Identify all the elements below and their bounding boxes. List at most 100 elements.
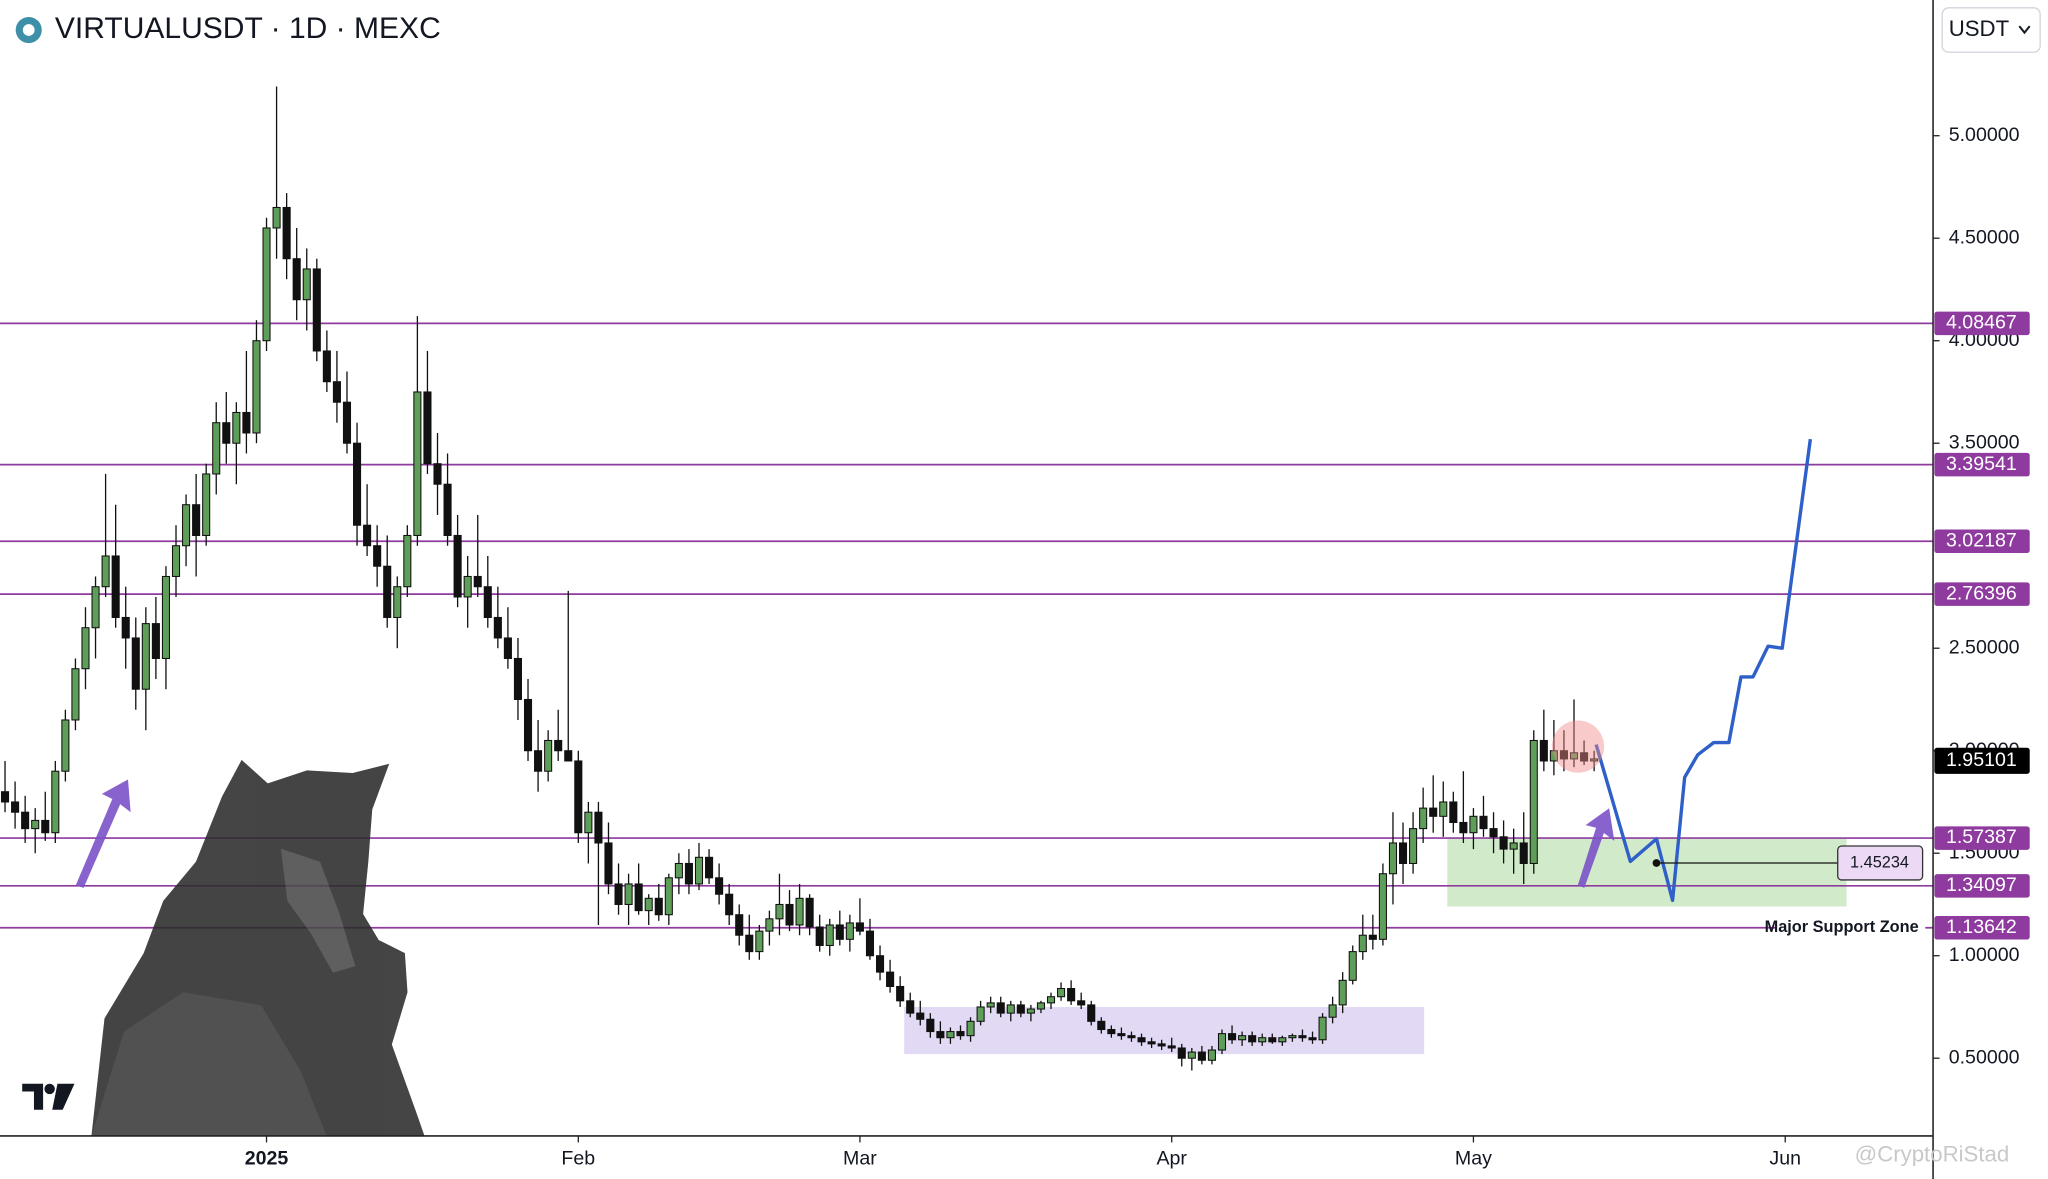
candle-body (1157, 1043, 1166, 1047)
candle-body (403, 534, 412, 588)
candle-body (393, 586, 402, 618)
candle-body (1580, 752, 1589, 762)
symbol-icon-inner (22, 24, 35, 36)
candle-body (674, 862, 683, 879)
candle-body (1590, 758, 1599, 762)
level-label: 4.08467 (1946, 312, 2017, 334)
candle-body (1439, 801, 1448, 817)
candle-body (131, 637, 140, 690)
candle-body (1238, 1035, 1247, 1041)
candle-body (896, 985, 905, 1002)
candle-body (222, 422, 231, 444)
candle-body (272, 206, 281, 229)
dropdown-chevron[interactable] (2018, 25, 2031, 35)
candle-body (282, 206, 291, 260)
candle-body (1398, 842, 1408, 864)
candle-body (916, 1012, 925, 1020)
arrow (1577, 808, 1615, 888)
y-tick-label: 1.00000 (1949, 944, 2020, 966)
candle-body (956, 1031, 965, 1037)
candle-body (1036, 1002, 1045, 1010)
candle-body (845, 922, 854, 940)
candle-body (765, 918, 774, 932)
dropdown-label[interactable]: USDT (1949, 16, 2010, 41)
y-tick-label: 0.50000 (1949, 1046, 2020, 1068)
candle-body (815, 926, 824, 946)
main-layer: Major Support Zone 1.45234 (0, 86, 1926, 1071)
candle-body (604, 842, 613, 885)
candle-body (1107, 1028, 1116, 1035)
candle-body (41, 819, 50, 834)
candle-body (1248, 1035, 1257, 1043)
y-tick-label: 3.50000 (1949, 431, 2020, 453)
wolf-snout (280, 848, 356, 973)
candle-body (292, 258, 301, 301)
candle-body (1328, 1004, 1337, 1018)
last-price-bg (1934, 747, 2030, 774)
level-label-bg (1934, 529, 2030, 553)
x-tick-label: Mar (843, 1148, 877, 1170)
tv-logo (22, 1083, 75, 1110)
candle-body (654, 897, 663, 916)
candle-body (1298, 1035, 1307, 1039)
candle-body (1368, 934, 1377, 940)
x-tick-label: Apr (1156, 1148, 1187, 1170)
logo-part (44, 1083, 55, 1095)
candle-body (101, 555, 110, 588)
candle-body (322, 350, 331, 383)
candle-body (1519, 842, 1528, 864)
candle-body (886, 971, 895, 987)
highlight-circle (1551, 720, 1605, 773)
candle-body (252, 340, 261, 434)
arrow (75, 779, 131, 888)
candle-body (745, 934, 754, 953)
candle-body (554, 739, 563, 752)
candle-body (614, 883, 623, 905)
candle-body (342, 401, 352, 444)
candle-body (1559, 750, 1568, 760)
candle-body (835, 924, 844, 940)
measure-dot (1652, 859, 1661, 867)
candle-body (634, 883, 643, 912)
candle-body (1318, 1016, 1327, 1041)
candle-body (1409, 828, 1418, 864)
candle-body (1207, 1049, 1216, 1061)
candle-body (1479, 815, 1488, 830)
candle-body (1097, 1020, 1106, 1031)
candle-body (61, 719, 70, 772)
candle-body (232, 411, 241, 444)
candle-body (775, 903, 784, 920)
candle-body (976, 1006, 985, 1022)
candle-body (242, 411, 251, 434)
candle-body (312, 268, 321, 352)
annotation: Major Support Zone (1765, 918, 1919, 936)
x-tick-label: May (1455, 1148, 1492, 1170)
candle-body (795, 897, 804, 926)
candle-body (946, 1031, 955, 1039)
candle-body (1268, 1037, 1277, 1043)
currency-dropdown[interactable]: USDT (1941, 7, 2041, 53)
candle-body (202, 473, 211, 536)
candle-body (1026, 1008, 1035, 1014)
candle-body (996, 1002, 1005, 1014)
level-label: 2.76396 (1946, 582, 2017, 604)
candle-body (383, 565, 392, 618)
y-tick-label: 5.00000 (1949, 124, 2020, 146)
candle-body (262, 227, 271, 342)
candle-body (121, 616, 130, 639)
candle-body (1308, 1037, 1317, 1041)
last-price-label: 1.95101 (1946, 749, 2017, 771)
annotation-bg (1776, 916, 1926, 940)
candle-body (1147, 1041, 1156, 1045)
candle-body (574, 760, 583, 834)
candle-body (855, 922, 864, 932)
candle-body (453, 534, 462, 598)
candle-body (1187, 1051, 1196, 1059)
level-label-bg (1934, 311, 2030, 336)
wolf-image (91, 759, 425, 1136)
y-tick-label: 4.50000 (1949, 226, 2020, 248)
candle-body (1127, 1035, 1136, 1039)
x-tick-label: 2025 (245, 1148, 289, 1170)
dropdown-box[interactable] (1941, 7, 2041, 53)
